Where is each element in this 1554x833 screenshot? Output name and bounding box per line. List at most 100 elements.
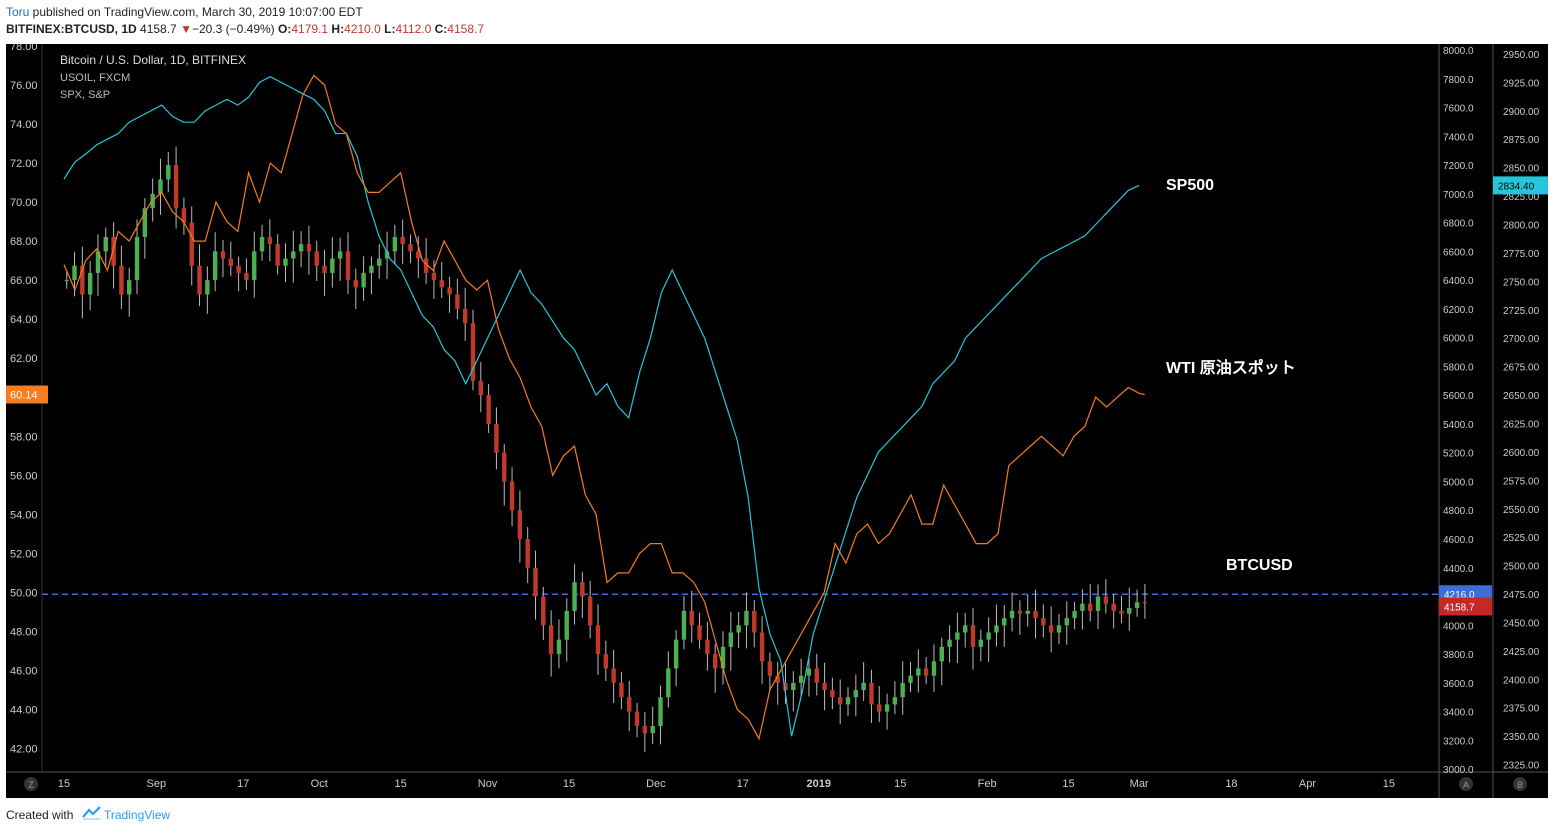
btc-candle-body bbox=[1072, 610, 1077, 619]
oil-axis-tick-label: 68.00 bbox=[10, 236, 38, 248]
btc-candle-body bbox=[314, 251, 319, 266]
btc-candle-body bbox=[814, 668, 819, 683]
spx-axis-tick-label: 2425.00 bbox=[1503, 647, 1540, 658]
spx-current-value: 2834.40 bbox=[1498, 181, 1535, 192]
btc-candle-body bbox=[1142, 602, 1148, 604]
btc-candle-body bbox=[986, 632, 991, 640]
btc-candle-body bbox=[158, 179, 163, 194]
btc-candle-body bbox=[80, 265, 85, 295]
open-value: 4179.1 bbox=[291, 22, 329, 36]
btc-candle-body bbox=[627, 697, 632, 712]
btc-axis-tick-label: 5400.0 bbox=[1443, 420, 1474, 431]
low-value: 4112.0 bbox=[395, 22, 432, 36]
btc-axis-tick-label: 7800.0 bbox=[1443, 75, 1474, 86]
btc-candle-body bbox=[884, 704, 890, 712]
btc-candle-body bbox=[736, 625, 741, 633]
btc-candle-body bbox=[1119, 610, 1124, 614]
created-with-text: Created with bbox=[6, 808, 74, 822]
btc-candle-body bbox=[1064, 618, 1069, 626]
chart-area[interactable]: 42.00 44.00 46.00 48.00 50.00 52.00 54.00 56.00… bbox=[6, 44, 1548, 798]
btc-candle-body bbox=[548, 625, 554, 655]
btc-current-badge bbox=[1439, 597, 1492, 616]
btc-candle-body bbox=[916, 668, 921, 676]
publish-info: published on TradingView.com, March 30, … bbox=[29, 5, 363, 19]
chart-canvas[interactable]: 42.00 44.00 46.00 48.00 50.00 52.00 54.00 56.00… bbox=[6, 44, 1548, 798]
scale-b-label: B bbox=[1517, 780, 1523, 790]
btc-candle-body bbox=[1033, 610, 1038, 619]
btc-candle-body bbox=[900, 682, 905, 698]
oil-axis-tick-label: 72.00 bbox=[10, 158, 38, 170]
time-axis-tick-label: Sep bbox=[147, 778, 167, 790]
chart-header: Toru published on TradingView.com, March… bbox=[0, 0, 1554, 44]
spx-axis-tick-label: 2550.00 bbox=[1503, 505, 1540, 516]
btc-candle-body bbox=[752, 610, 757, 633]
btc-candle-body bbox=[322, 265, 327, 273]
tradingview-brand-link[interactable]: TradingView bbox=[104, 808, 171, 822]
oil-axis-tick-label: 66.00 bbox=[10, 275, 38, 287]
btc-candle-body bbox=[455, 294, 460, 309]
oil-axis-tick-label: 70.00 bbox=[10, 197, 38, 209]
btc-candle-body bbox=[267, 236, 273, 245]
btc-candle-body bbox=[806, 668, 812, 676]
btc-axis-tick-label: 5200.0 bbox=[1443, 449, 1474, 460]
btc-candle-body bbox=[673, 639, 679, 669]
annotation-btcusd: BTCUSD bbox=[1226, 557, 1293, 574]
btc-axis-tick-label: 8000.0 bbox=[1443, 46, 1474, 57]
btc-candle-body bbox=[408, 244, 413, 252]
btc-axis-tick-label: 3800.0 bbox=[1443, 650, 1474, 661]
btc-candle-body bbox=[298, 244, 304, 252]
author-link[interactable]: Toru bbox=[6, 5, 30, 19]
btc-candle-body bbox=[72, 265, 77, 281]
time-axis-tick-label: 15 bbox=[395, 778, 407, 790]
btc-candle-body bbox=[87, 272, 93, 295]
symbol-name[interactable]: BITFINEX:BTCUSD, 1D bbox=[6, 22, 137, 36]
time-axis-tick-label: Mar bbox=[1130, 778, 1149, 790]
btc-candle-body bbox=[212, 251, 218, 281]
spx-axis-tick-label: 2450.00 bbox=[1503, 618, 1540, 629]
spx-axis-tick-label: 2750.00 bbox=[1503, 277, 1540, 288]
tradingview-logo-icon[interactable] bbox=[82, 805, 102, 821]
btc-axis-tick-label: 5800.0 bbox=[1443, 362, 1474, 373]
auto-scale-label: A bbox=[1463, 780, 1469, 790]
spx-axis-tick-label: 2925.00 bbox=[1503, 78, 1540, 89]
btc-candle-body bbox=[306, 244, 312, 252]
scale-b-button-icon[interactable] bbox=[1513, 777, 1527, 791]
symbol-line: BITFINEX:BTCUSD, 1D 4158.7 ▼−20.3 (−0.49… bbox=[6, 22, 484, 36]
btc-candle-body bbox=[650, 725, 655, 734]
zoom-button-icon[interactable] bbox=[24, 777, 38, 791]
oil-axis-tick-label: 64.00 bbox=[10, 314, 38, 326]
btc-candle-body bbox=[720, 646, 726, 669]
btc-axis-tick-label: 3000.0 bbox=[1443, 765, 1474, 776]
btc-axis-tick-label: 5000.0 bbox=[1443, 477, 1474, 488]
time-axis-tick-label: 17 bbox=[237, 778, 249, 790]
btc-axis-tick-label: 4400.0 bbox=[1443, 564, 1474, 575]
oil-axis-tick-label: 52.00 bbox=[10, 548, 38, 560]
btc-candle-body bbox=[252, 251, 257, 281]
oil-axis-tick-label: 74.00 bbox=[10, 119, 38, 131]
btc-candle-body bbox=[283, 258, 288, 266]
oil-current-badge bbox=[6, 385, 48, 404]
btc-candle-body bbox=[377, 258, 382, 266]
spx-axis-tick-label: 2350.00 bbox=[1503, 732, 1540, 743]
spx-axis-tick-label: 2700.00 bbox=[1503, 334, 1540, 345]
btc-candle-body bbox=[892, 697, 898, 705]
auto-scale-button-icon[interactable] bbox=[1459, 777, 1473, 791]
btc-candle-body bbox=[220, 251, 226, 259]
btc-candle-body bbox=[1088, 603, 1093, 611]
btc-candle-body bbox=[369, 265, 374, 273]
btc-candle-body bbox=[134, 236, 140, 281]
spx-axis-tick-label: 2800.00 bbox=[1503, 221, 1540, 232]
btc-axis-tick-label: 7200.0 bbox=[1443, 161, 1474, 172]
btc-candle-body bbox=[1048, 625, 1054, 633]
time-axis-tick-label: Oct bbox=[311, 778, 328, 790]
btc-candle-body bbox=[330, 258, 335, 273]
spx-axis-tick-label: 2675.00 bbox=[1503, 363, 1540, 374]
time-axis-tick-label: 15 bbox=[58, 778, 70, 790]
spx-axis-tick-label: 2650.00 bbox=[1503, 391, 1540, 402]
spx-axis-tick-label: 2825.00 bbox=[1503, 192, 1540, 203]
btc-candle-body bbox=[783, 682, 788, 691]
btc-candle-body bbox=[853, 690, 859, 698]
btc-axis-tick-label: 5600.0 bbox=[1443, 391, 1474, 402]
btc-candle-body bbox=[798, 675, 804, 683]
btc-candle-body bbox=[1009, 610, 1015, 619]
